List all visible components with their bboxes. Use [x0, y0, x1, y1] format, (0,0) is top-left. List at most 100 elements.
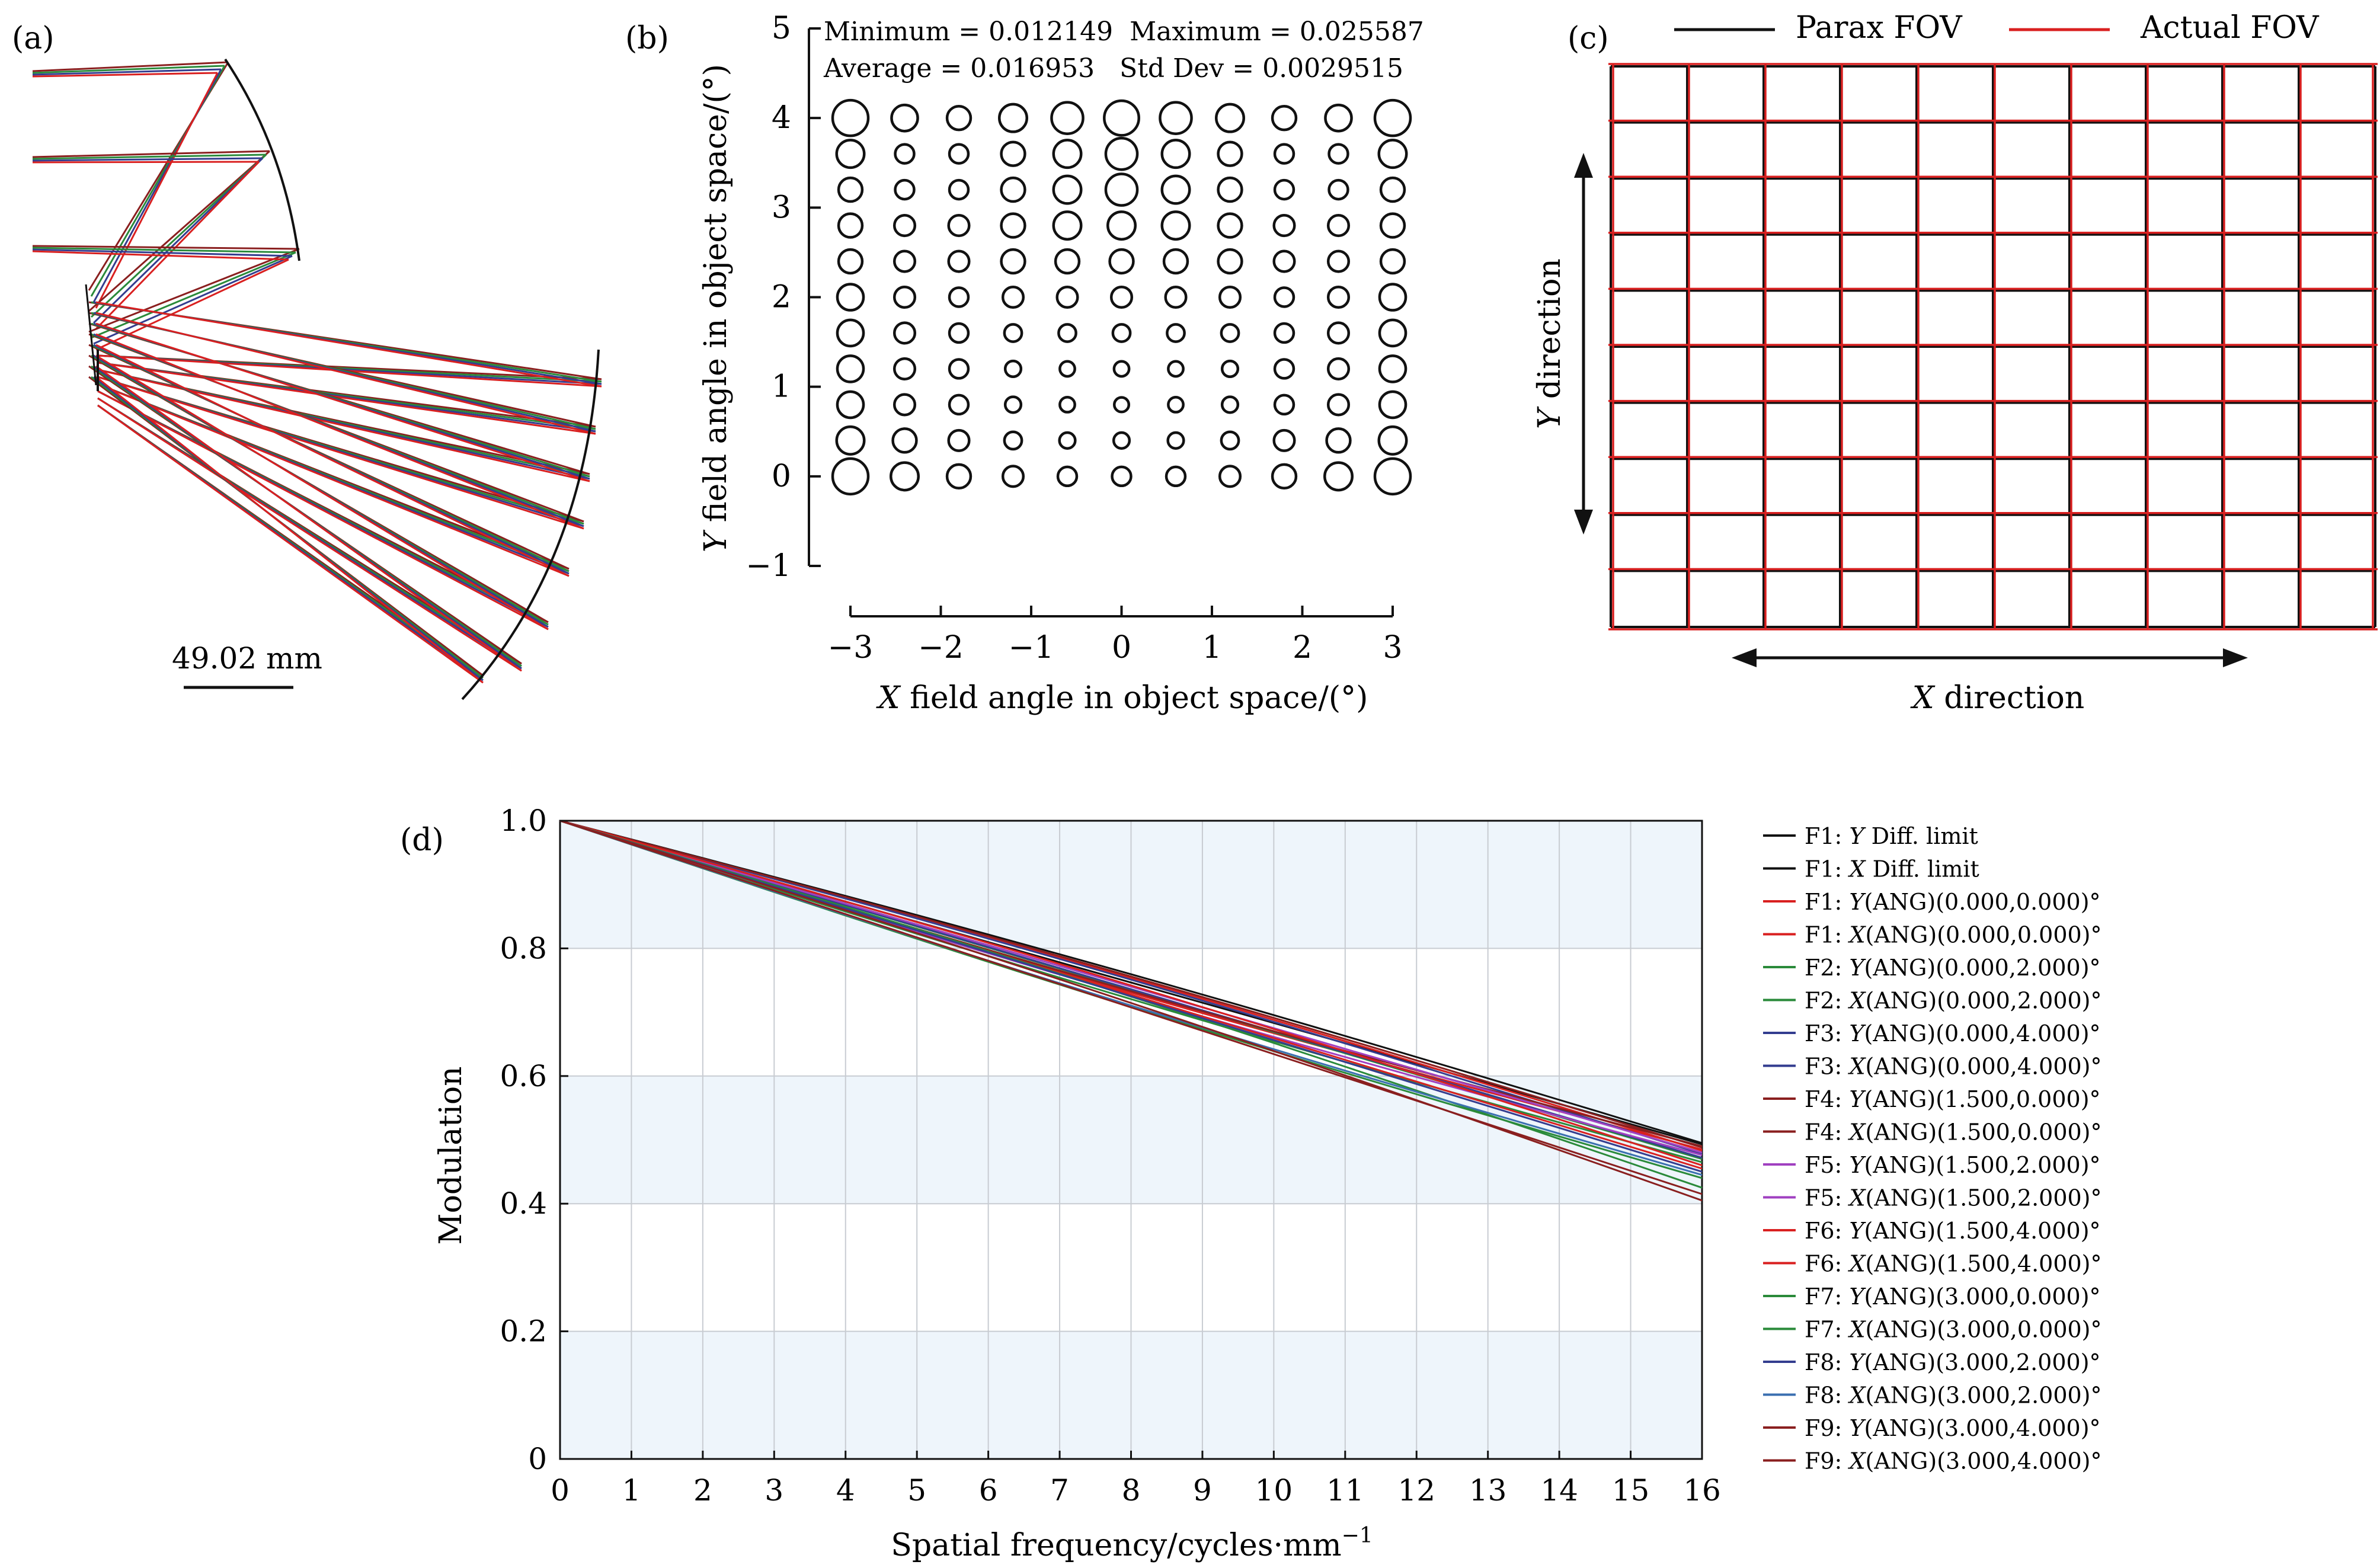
spot-circle [1379, 248, 1406, 275]
legend-entry: F9: Y(ANG)(3.000,4.000)° [1805, 1415, 2101, 1441]
mtf-curves [559, 820, 1703, 1202]
legend-entry-direction: Y [1849, 1218, 1866, 1244]
spot-circle [894, 178, 916, 201]
spot-circle [1166, 431, 1185, 450]
incoming-ray [32, 157, 263, 162]
spot-circle [892, 321, 917, 345]
spot-circle [948, 322, 970, 344]
spot-circle [894, 143, 916, 165]
ray-to-focal [97, 376, 584, 530]
spot-circle [1056, 465, 1079, 488]
ray-to-tertiary [95, 312, 596, 435]
legend-entry: F2: Y(ANG)(0.000,2.000)° [1805, 955, 2101, 981]
legend-entry-prefix: F9: [1805, 1448, 1849, 1474]
spot-circle [1103, 99, 1140, 137]
spot-circle [1327, 178, 1349, 201]
mtf-x-tick-label: 11 [1326, 1473, 1364, 1508]
spot-circle [1104, 136, 1139, 171]
legend-entry-direction: X [1847, 922, 1866, 948]
spot-circle [1217, 176, 1243, 203]
spot-circle [1326, 214, 1351, 238]
spot-circle [1326, 393, 1351, 417]
mtf-x-tick-label: 1 [622, 1473, 641, 1508]
incoming-ray [32, 245, 300, 250]
spot-circle [835, 139, 866, 169]
legend-entry: F4: X(ANG)(1.500,0.000)° [1805, 1119, 2102, 1145]
spot-circle [892, 249, 917, 273]
legend-entry-prefix: F2: [1805, 955, 1849, 981]
mtf-curve [559, 820, 1703, 1154]
legend-entry-direction: X [1847, 856, 1866, 882]
spot-circle [1001, 285, 1025, 309]
spot-circle [836, 283, 865, 312]
legend-entry-field: Diff. limit [1866, 856, 1979, 882]
mtf-x-tick-label: 7 [1050, 1473, 1069, 1508]
ray-to-tertiary [95, 344, 570, 577]
mtf-curve [559, 820, 1703, 1202]
spot-circle [1160, 210, 1191, 241]
spot-circle [1325, 427, 1352, 454]
legend-entry: F5: X(ANG)(1.500,2.000)° [1805, 1185, 2102, 1211]
mtf-x-tick-label: 4 [836, 1473, 855, 1508]
reflected-ray [88, 248, 300, 333]
spot-circle [948, 358, 970, 380]
mtf-y-tick-label: 0 [528, 1442, 547, 1476]
legend-entry-prefix: F7: [1805, 1284, 1849, 1310]
legend-entry-field: Diff. limit [1864, 823, 1978, 849]
legend-entry-field: (ANG)(3.000,0.000)° [1864, 1284, 2101, 1310]
secondary-mirror-icon [85, 284, 97, 386]
spot-circle [836, 318, 865, 348]
spot-circle [948, 143, 970, 165]
legend-entry-prefix: F4: [1805, 1119, 1849, 1145]
legend-entry-field: (ANG)(0.000,2.000)° [1864, 955, 2101, 981]
spot-circle [1000, 176, 1026, 203]
mtf-xlabel-sup: −1 [1342, 1524, 1373, 1548]
legend-entry-direction: X [1847, 988, 1866, 1014]
spot-circle [1326, 321, 1351, 345]
spot-circle [1218, 285, 1242, 309]
ray-to-focal [97, 383, 570, 577]
spot-circle [837, 212, 864, 239]
spot-y-tick-label: 2 [772, 280, 791, 315]
spot-circle [948, 393, 970, 416]
legend-entry-direction: Y [1849, 1284, 1866, 1310]
spot-circle [835, 425, 866, 456]
y-direction-text: direction [1532, 258, 1568, 409]
legend-entry-prefix: F4: [1805, 1086, 1849, 1112]
spot-circle [1378, 390, 1407, 420]
mtf-curve [559, 820, 1703, 1155]
spot-y-tick-label: 5 [772, 11, 791, 46]
ray-to-tertiary [95, 354, 549, 631]
mtf-y-tick-label: 0.4 [500, 1186, 547, 1221]
ray-to-tertiary [95, 376, 484, 684]
legend-entry-prefix: F9: [1805, 1415, 1849, 1441]
spot-circle [947, 428, 971, 452]
y-direction-var: Y [1532, 406, 1568, 429]
spot-circle [1055, 285, 1079, 309]
spot-x-tick-label: 0 [1112, 630, 1131, 665]
spot-circle [1272, 249, 1296, 273]
spot-circle [1106, 210, 1137, 241]
mtf-curve [559, 820, 1703, 1163]
mtf-ylabel: Modulation [433, 1066, 469, 1244]
legend-entry-direction: Y [1849, 889, 1866, 915]
incoming-ray [32, 150, 270, 158]
legend-entry: F4: Y(ANG)(1.500,0.000)° [1805, 1086, 2101, 1112]
reflected-ray [93, 255, 293, 345]
spot-circle [1378, 318, 1407, 348]
mtf-xlabel-text: Spatial frequency/cycles·mm [891, 1528, 1341, 1563]
raytrace-layout-diagram-icon [32, 61, 602, 684]
spot-circle [1220, 323, 1240, 343]
legend-entry-field: (ANG)(0.000,4.000)° [1866, 1054, 2102, 1080]
spot-circle [1108, 248, 1135, 275]
spot-circle [1003, 359, 1023, 379]
spot-circle [1220, 359, 1240, 379]
spot-map-xlabel-var: X [876, 680, 901, 716]
y-direction-label: Y direction [1532, 258, 1568, 429]
y-arrow-head-up-icon [1574, 153, 1593, 178]
spot-circle [1112, 431, 1131, 450]
mtf-x-tick-label: 6 [979, 1473, 998, 1508]
reflected-ray [95, 72, 219, 309]
scale-bar-text: 49.02 mm [172, 641, 322, 676]
